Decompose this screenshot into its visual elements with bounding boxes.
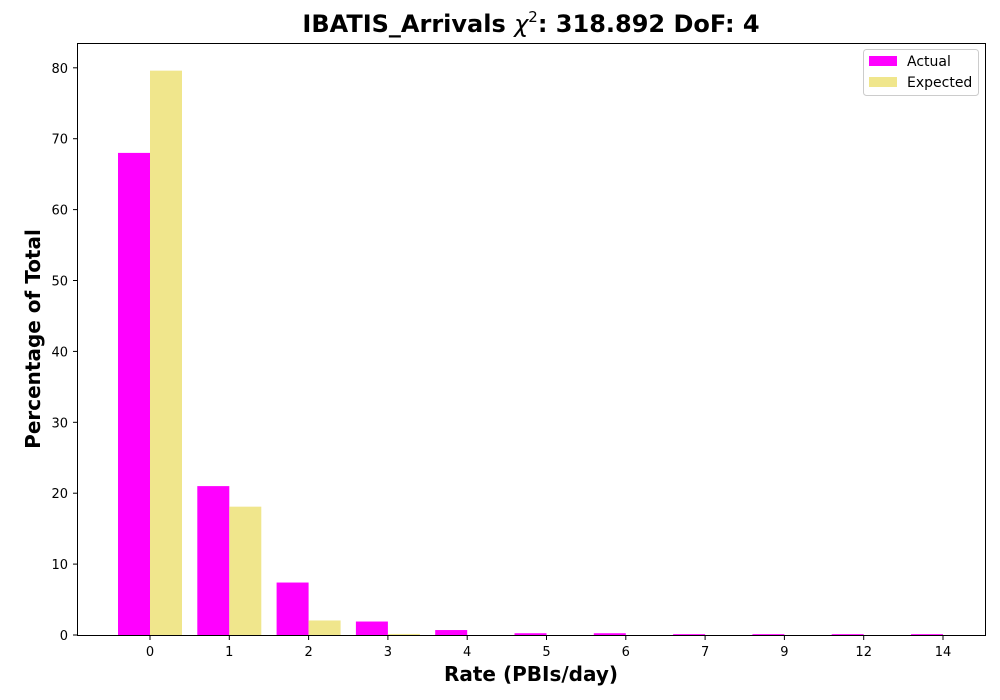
- plot-frame: [77, 43, 986, 636]
- legend-swatch-actual: [869, 56, 897, 66]
- x-tick-label: 3: [384, 645, 392, 660]
- y-tick-label: 0: [60, 629, 68, 644]
- bar-actual-6: [593, 633, 626, 635]
- x-axis-ticks: 0 1 2 3 4 5 6 7 9 12 14: [146, 635, 951, 660]
- bar-expected-3: [387, 633, 420, 635]
- bar-actual-7: [673, 634, 706, 635]
- legend-label-expected: Expected: [907, 75, 972, 91]
- x-tick-label: 2: [304, 645, 312, 660]
- x-tick-label: 7: [701, 645, 709, 660]
- x-tick-label: 12: [855, 645, 872, 660]
- legend-swatch-expected: [869, 77, 897, 87]
- y-tick-label: 70: [51, 133, 68, 148]
- x-tick-label: 0: [146, 645, 154, 660]
- y-tick-label: 10: [51, 558, 68, 573]
- legend: Actual Expected: [863, 49, 979, 96]
- y-tick-label: 60: [51, 204, 68, 219]
- bar-actual-1: [197, 486, 230, 635]
- bar-actual-14: [911, 634, 943, 635]
- y-tick-label: 50: [51, 275, 68, 290]
- bar-actual-3: [355, 621, 388, 635]
- y-axis-ticks: 0 10 20 30 40 50 60 70 80: [51, 62, 78, 644]
- y-axis-label: Percentage of Total: [21, 229, 45, 449]
- bars-layer: [118, 70, 943, 636]
- bar-actual-2: [276, 582, 309, 635]
- bar-actual-12: [831, 634, 864, 635]
- x-tick-label: 4: [463, 645, 471, 660]
- y-tick-label: 30: [51, 416, 68, 431]
- x-tick-label: 9: [780, 645, 788, 660]
- chart-title: IBATIS_Arrivals χ2: 318.892 DoF: 4: [302, 8, 759, 38]
- bar-expected-0: [150, 70, 182, 636]
- bar-expected-1: [229, 506, 262, 635]
- bar-expected-2: [308, 620, 341, 635]
- x-tick-label: 1: [225, 645, 233, 660]
- y-tick-label: 80: [51, 62, 68, 77]
- y-tick-label: 40: [51, 345, 68, 360]
- x-tick-label: 6: [622, 645, 630, 660]
- bar-actual-4: [435, 630, 468, 635]
- bar-actual-5: [514, 633, 547, 635]
- bar-actual-9: [752, 634, 785, 635]
- x-tick-label: 5: [542, 645, 550, 660]
- x-tick-label: 14: [935, 645, 952, 660]
- y-tick-label: 20: [51, 487, 68, 502]
- legend-label-actual: Actual: [907, 54, 951, 70]
- x-axis-label: Rate (PBIs/day): [444, 662, 618, 686]
- bar-actual-0: [118, 152, 150, 635]
